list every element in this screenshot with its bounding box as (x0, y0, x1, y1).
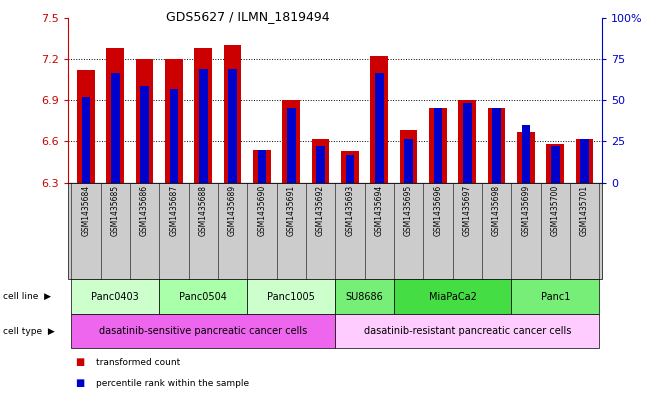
Text: MiaPaCa2: MiaPaCa2 (428, 292, 477, 302)
Bar (458, 100, 476, 183)
Bar (580, 139, 589, 183)
Text: dasatinib-resistant pancreatic cancer cells: dasatinib-resistant pancreatic cancer ce… (363, 326, 571, 336)
Bar (283, 100, 300, 183)
Bar (404, 139, 413, 183)
Text: cell line  ▶: cell line ▶ (3, 292, 51, 301)
Text: GSM1435694: GSM1435694 (375, 185, 383, 236)
Text: Panc0504: Panc0504 (179, 292, 227, 302)
Bar (517, 132, 534, 183)
Text: Panc0403: Panc0403 (91, 292, 139, 302)
Bar (111, 73, 120, 183)
Bar (375, 73, 383, 183)
Text: Panc1: Panc1 (540, 292, 570, 302)
Bar (546, 144, 564, 183)
Bar (229, 68, 237, 183)
Text: GSM1435701: GSM1435701 (580, 185, 589, 236)
Text: ■: ■ (75, 378, 84, 388)
Text: GSM1435700: GSM1435700 (551, 185, 560, 236)
Text: GSM1435688: GSM1435688 (199, 185, 208, 236)
Bar (136, 59, 154, 183)
Text: GSM1435685: GSM1435685 (111, 185, 120, 236)
Text: GSM1435697: GSM1435697 (463, 185, 472, 236)
Bar (224, 45, 242, 183)
Bar (316, 145, 325, 183)
Text: SU8686: SU8686 (346, 292, 383, 302)
Text: GSM1435686: GSM1435686 (140, 185, 149, 236)
Bar (370, 56, 388, 183)
Bar (287, 108, 296, 183)
Text: percentile rank within the sample: percentile rank within the sample (96, 378, 249, 387)
Bar (492, 108, 501, 183)
Bar (195, 48, 212, 183)
Text: GSM1435696: GSM1435696 (434, 185, 443, 236)
Text: GSM1435691: GSM1435691 (287, 185, 296, 236)
Text: cell type  ▶: cell type ▶ (3, 327, 55, 336)
Bar (341, 151, 359, 183)
Bar (551, 145, 560, 183)
Bar (312, 139, 329, 183)
Bar (253, 150, 271, 183)
Text: GSM1435690: GSM1435690 (257, 185, 266, 236)
Text: GDS5627 / ILMN_1819494: GDS5627 / ILMN_1819494 (165, 10, 329, 23)
Text: GSM1435693: GSM1435693 (346, 185, 354, 236)
Text: GSM1435684: GSM1435684 (81, 185, 90, 236)
Bar (258, 150, 266, 183)
Bar (346, 155, 354, 183)
Text: dasatinib-sensitive pancreatic cancer cells: dasatinib-sensitive pancreatic cancer ce… (99, 326, 307, 336)
Text: GSM1435698: GSM1435698 (492, 185, 501, 236)
Bar (463, 103, 472, 183)
Text: Panc1005: Panc1005 (268, 292, 315, 302)
Bar (107, 48, 124, 183)
Bar (429, 108, 447, 183)
Bar (169, 89, 178, 183)
Bar (575, 139, 593, 183)
Text: GSM1435689: GSM1435689 (228, 185, 237, 236)
Bar (488, 108, 505, 183)
Bar (434, 108, 442, 183)
Bar (77, 70, 95, 183)
Bar (521, 125, 531, 183)
Text: ■: ■ (75, 357, 84, 367)
Bar (140, 86, 149, 183)
Text: GSM1435687: GSM1435687 (169, 185, 178, 236)
Bar (199, 68, 208, 183)
Bar (81, 97, 90, 183)
Text: GSM1435699: GSM1435699 (521, 185, 531, 236)
Text: GSM1435692: GSM1435692 (316, 185, 325, 236)
Text: GSM1435695: GSM1435695 (404, 185, 413, 236)
Bar (400, 130, 417, 183)
Text: transformed count: transformed count (96, 358, 180, 367)
Bar (165, 59, 183, 183)
